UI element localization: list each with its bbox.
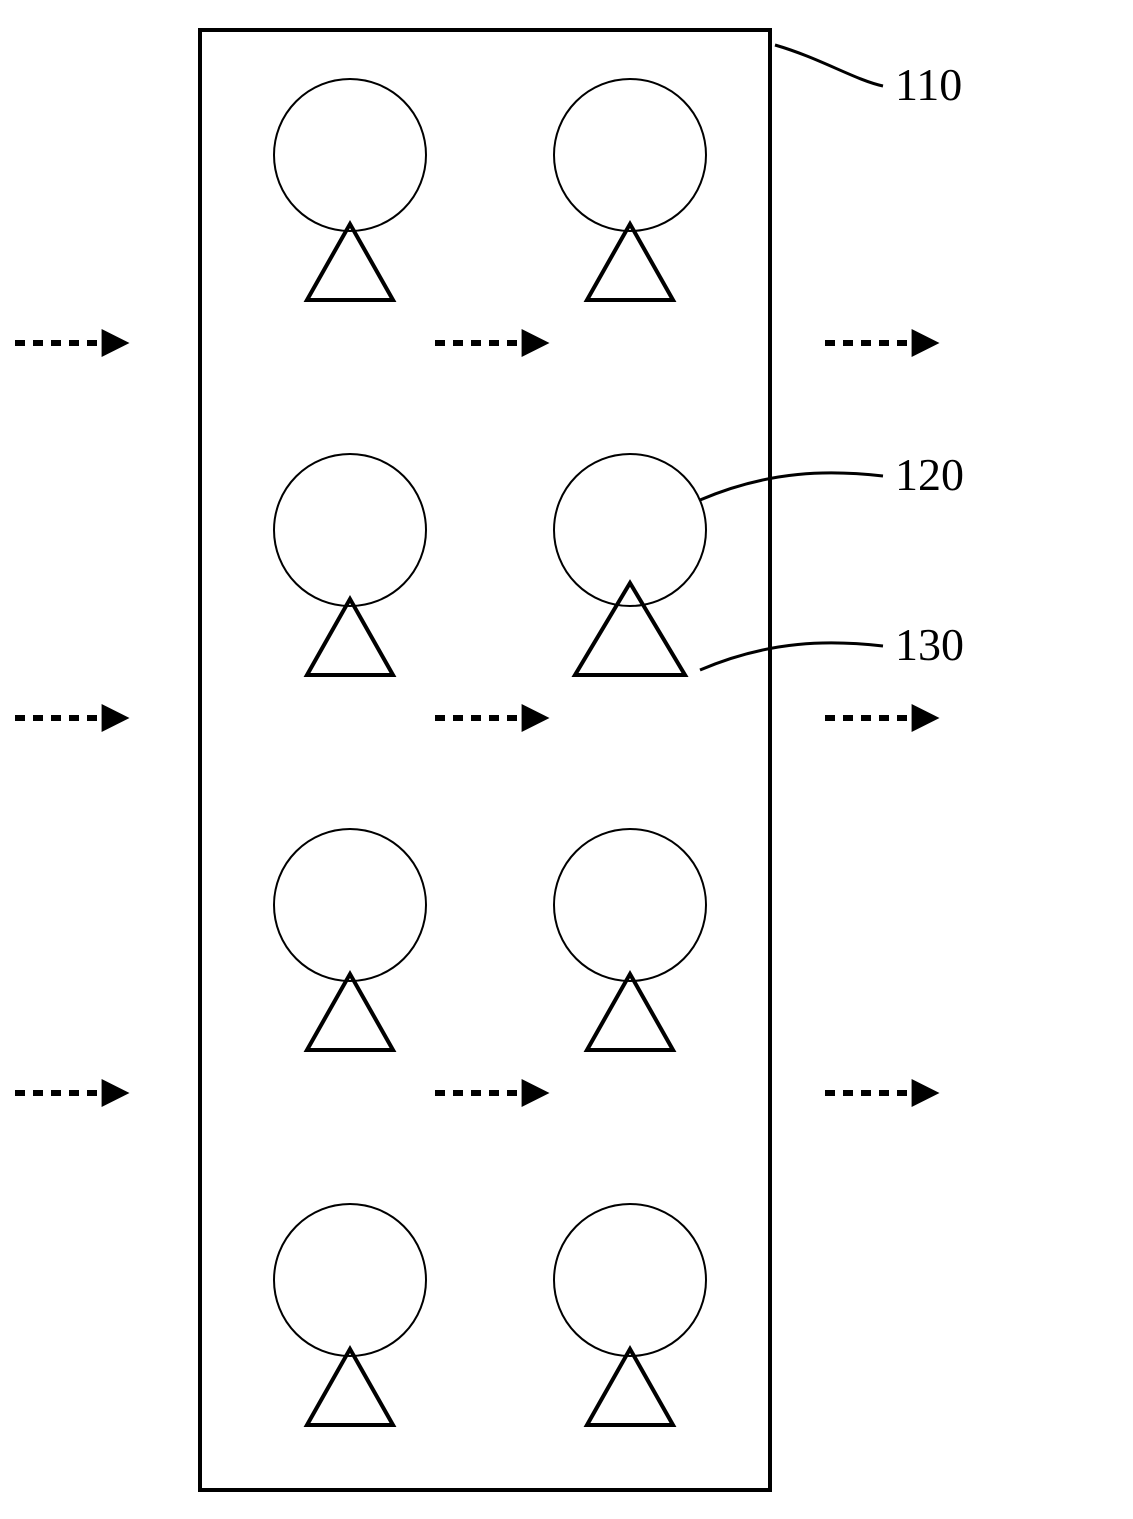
circle-element — [274, 79, 426, 231]
triangle-element — [587, 1349, 673, 1425]
circle-element — [554, 1204, 706, 1356]
triangle-element — [307, 1349, 393, 1425]
triangle-element — [575, 583, 685, 675]
triangle-element — [307, 224, 393, 300]
reference-label: 130 — [895, 619, 964, 670]
triangle-element — [307, 599, 393, 675]
circle-element — [554, 79, 706, 231]
reference-label: 120 — [895, 449, 964, 500]
triangle-element — [587, 224, 673, 300]
triangle-element — [307, 974, 393, 1050]
reference-label: 110 — [895, 59, 962, 110]
circle-element — [274, 1204, 426, 1356]
circle-element — [274, 454, 426, 606]
leader-line — [700, 473, 883, 500]
circle-element — [274, 829, 426, 981]
leader-line — [775, 45, 883, 86]
display-panel — [200, 30, 770, 1490]
circle-element — [554, 829, 706, 981]
triangle-element — [587, 974, 673, 1050]
leader-line — [700, 643, 883, 670]
